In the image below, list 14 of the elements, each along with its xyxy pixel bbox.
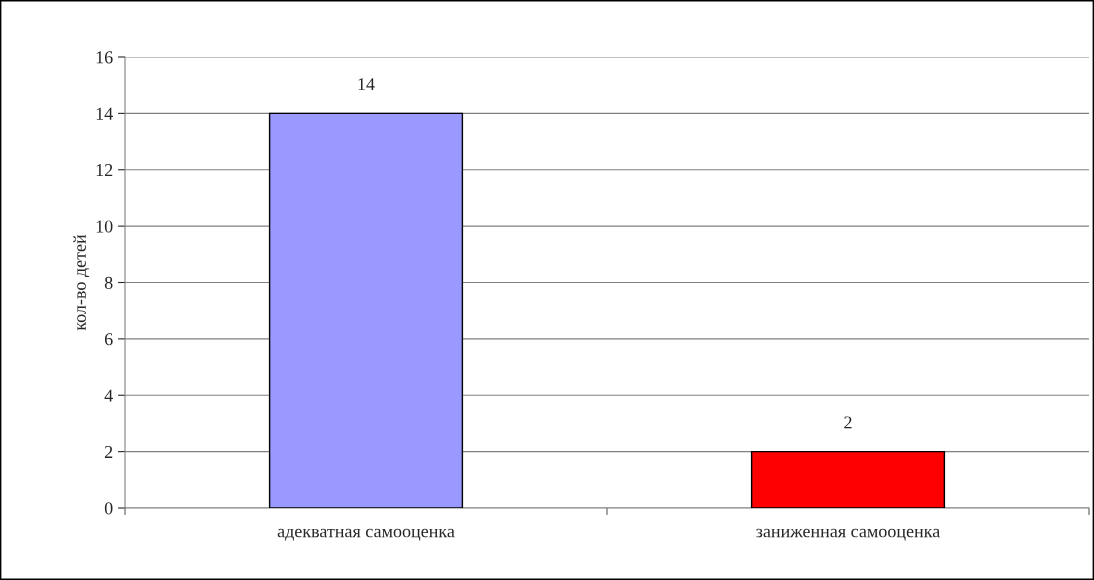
y-tick-label: 12 (96, 164, 113, 177)
y-axis-title: кол-во детей (73, 234, 90, 331)
x-tick-label: адекватная самооценка (277, 528, 455, 541)
y-tick-label: 14 (96, 107, 113, 120)
y-tick-label: 8 (104, 276, 113, 289)
data-label: 14 (358, 78, 375, 91)
y-tick-label: 2 (104, 445, 113, 458)
y-tick-label: 10 (96, 220, 113, 233)
y-tick-label: 4 (104, 389, 113, 402)
y-tick-label: 6 (104, 333, 113, 346)
data-label: 2 (844, 416, 852, 429)
y-tick-label: 0 (104, 502, 113, 515)
x-tick-label: заниженная самооценка (756, 528, 940, 541)
y-tick-label: 16 (96, 51, 113, 64)
